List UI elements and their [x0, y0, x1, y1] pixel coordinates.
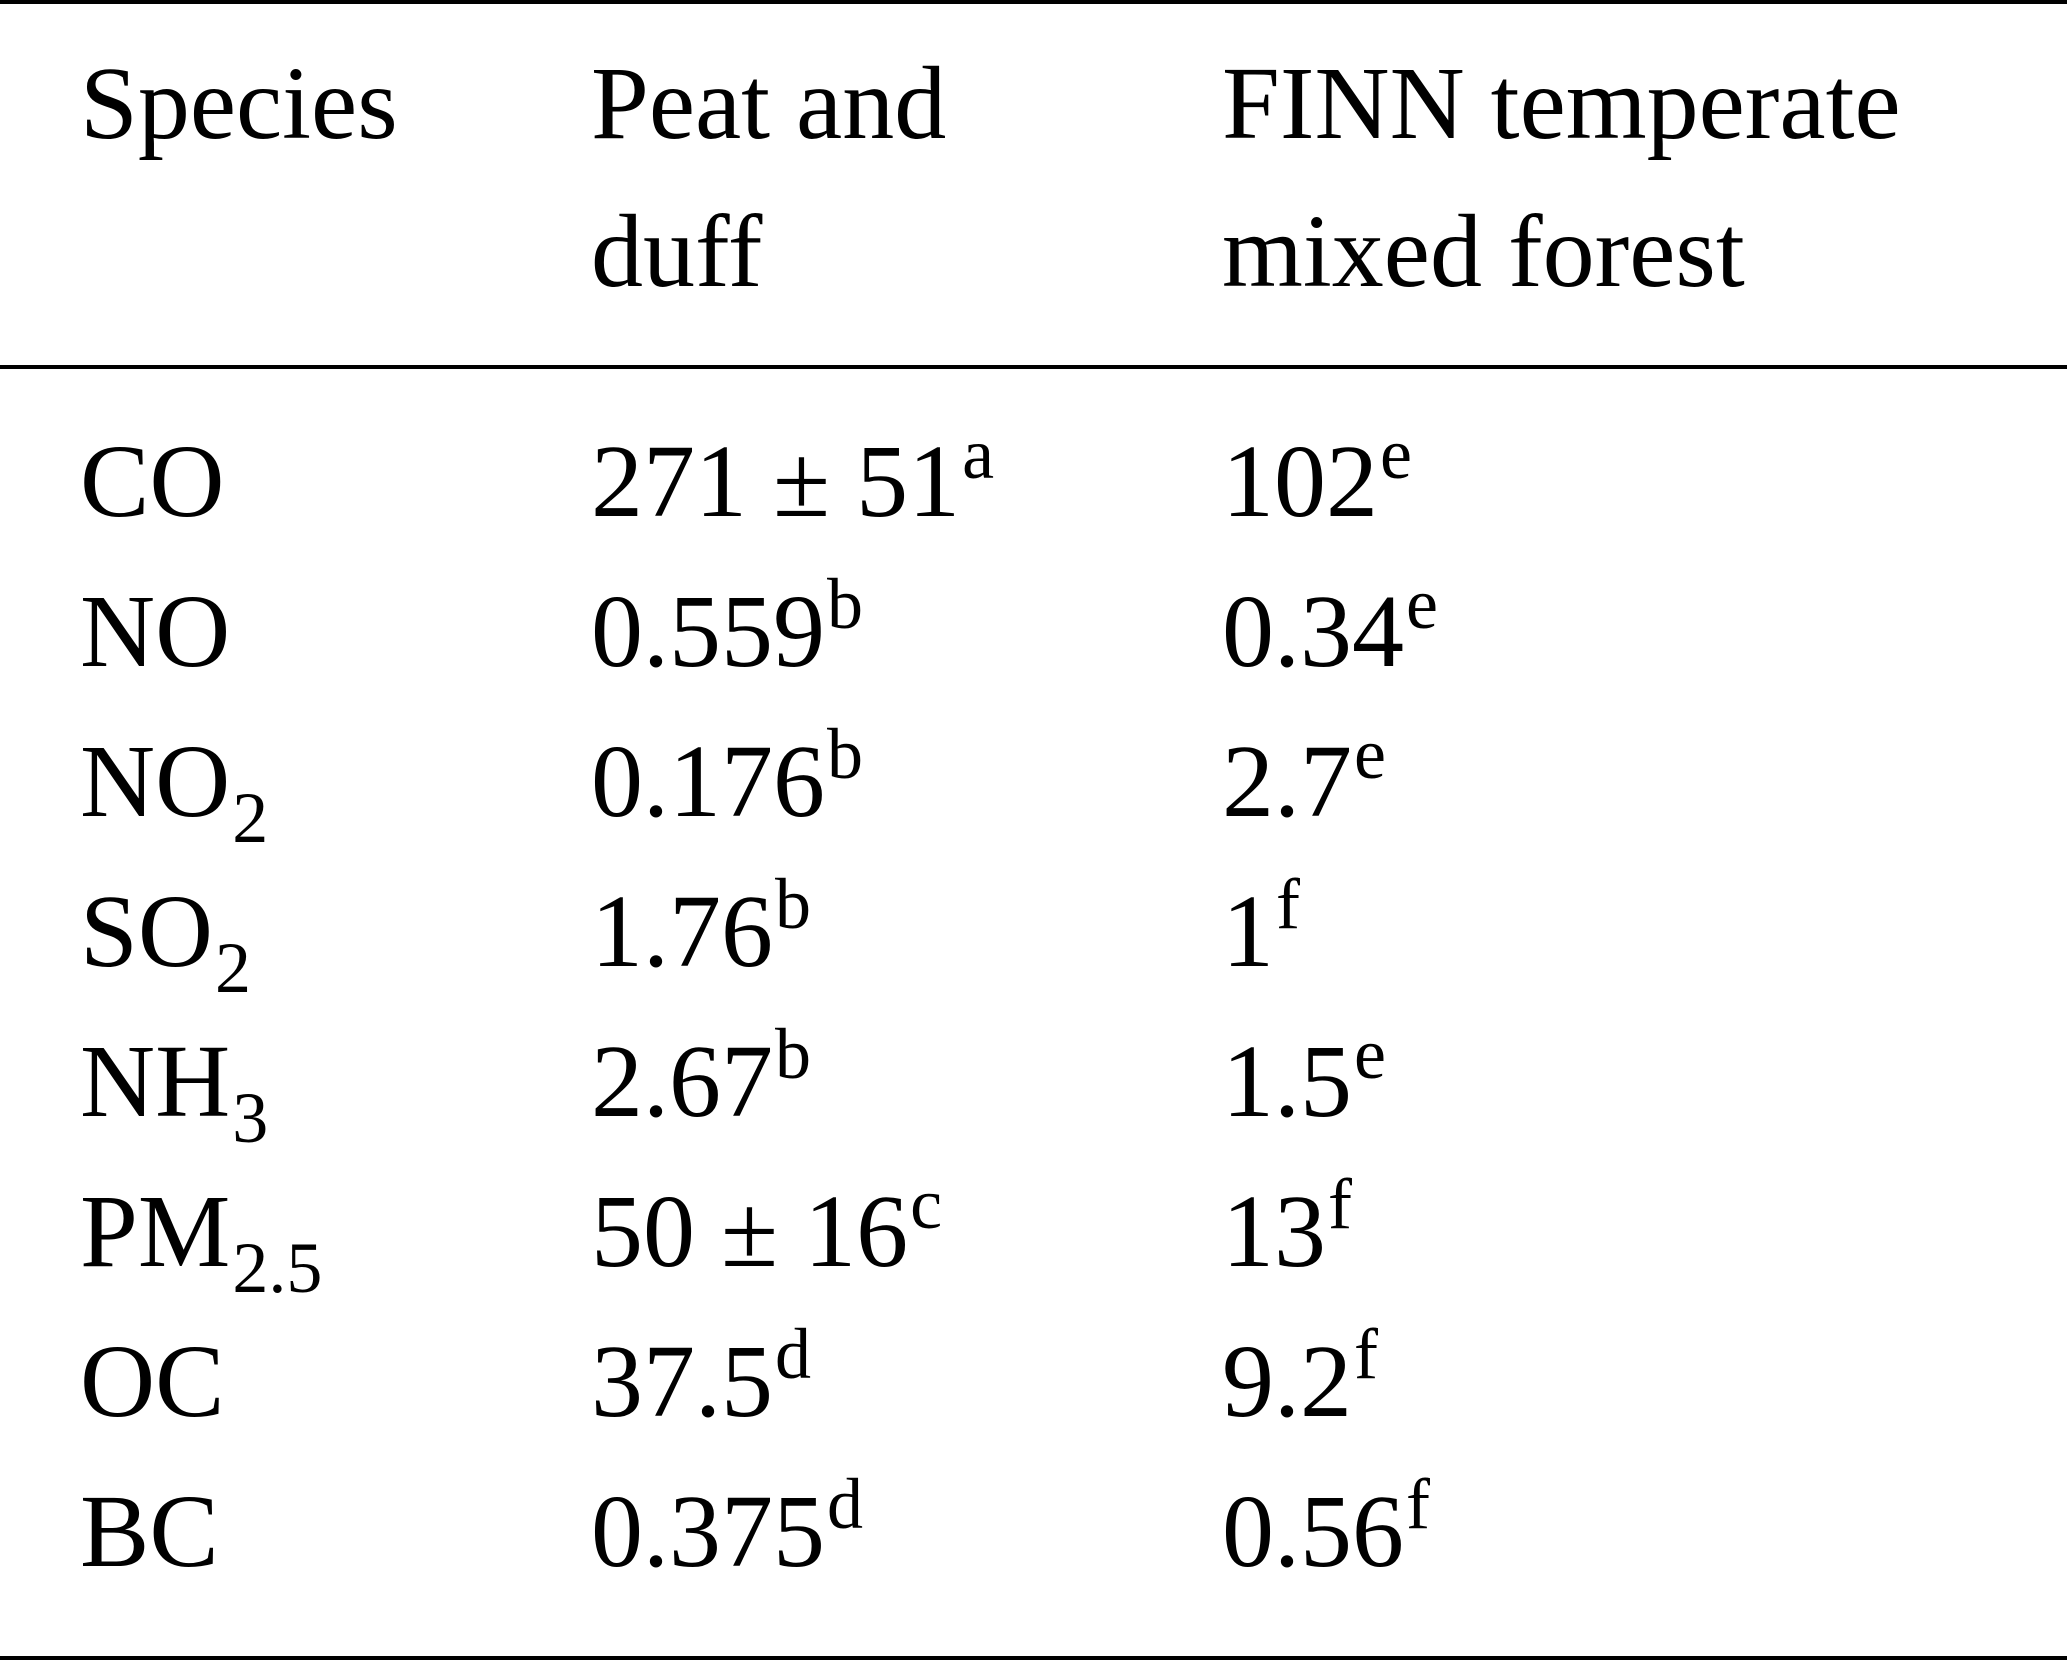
- peat-cell: 0.559b: [591, 564, 863, 689]
- header-finn-line1: FINN temperate: [1222, 46, 1901, 161]
- peat-cell: 271 ± 51a: [591, 414, 995, 539]
- species-cell: OC: [80, 1324, 225, 1439]
- species-cell: NH3: [80, 1024, 269, 1158]
- peat-cell: 2.67b: [591, 1014, 811, 1139]
- finn-cell: 1.5e: [1222, 1014, 1386, 1139]
- species-cell: NO2: [80, 724, 269, 858]
- species-cell: NO: [80, 574, 231, 689]
- peat-cell: 0.375d: [591, 1464, 863, 1589]
- finn-cell: 102e: [1222, 414, 1412, 539]
- top-rule: [0, 0, 2067, 4]
- peat-cell: 1.76b: [591, 864, 811, 989]
- finn-cell: 1f: [1222, 864, 1300, 989]
- species-cell: SO2: [80, 874, 251, 1008]
- species-cell: BC: [80, 1474, 219, 1589]
- header-peat-line1: Peat and: [591, 46, 947, 161]
- finn-cell: 0.56f: [1222, 1464, 1430, 1589]
- finn-cell: 2.7e: [1222, 714, 1386, 839]
- species-cell: PM2.5: [80, 1174, 323, 1308]
- finn-cell: 9.2f: [1222, 1314, 1378, 1439]
- peat-cell: 0.176b: [591, 714, 863, 839]
- header-rule: [0, 365, 2067, 369]
- header-species: Species: [80, 46, 398, 161]
- bottom-rule: [0, 1656, 2067, 1660]
- finn-cell: 13f: [1222, 1164, 1352, 1289]
- peat-cell: 50 ± 16c: [591, 1164, 943, 1289]
- header-peat-line2: duff: [591, 194, 763, 309]
- species-cell: CO: [80, 424, 225, 539]
- finn-cell: 0.34e: [1222, 564, 1438, 689]
- header-finn-line2: mixed forest: [1222, 194, 1745, 309]
- peat-cell: 37.5d: [591, 1314, 811, 1439]
